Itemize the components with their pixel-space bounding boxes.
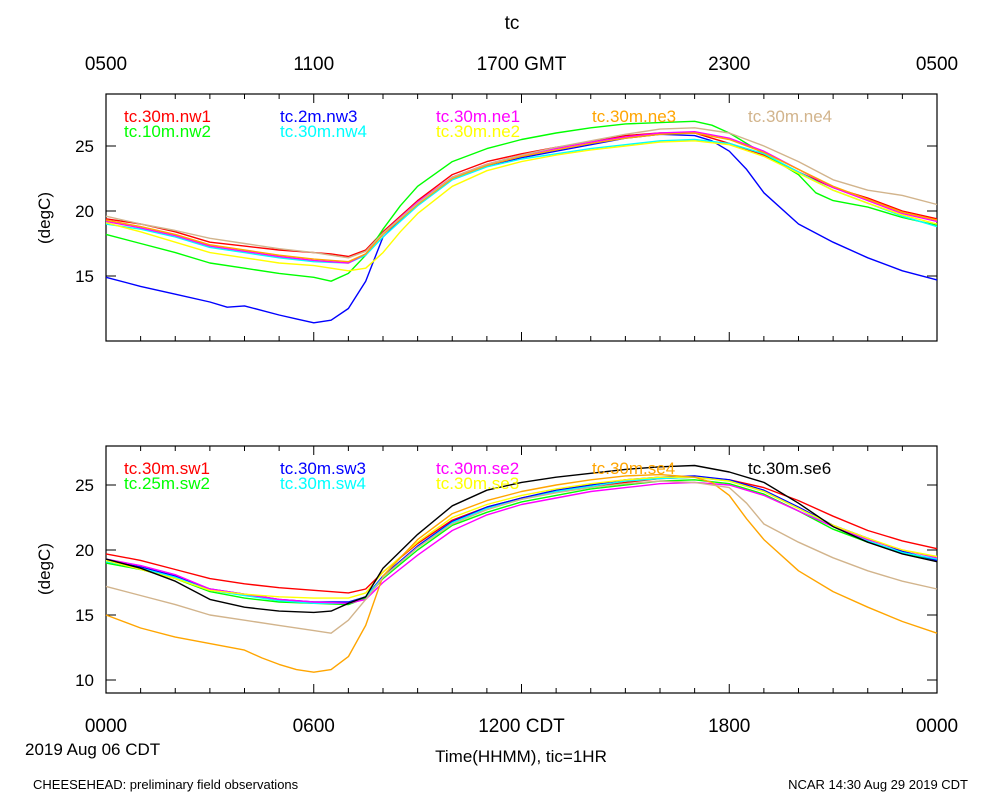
figure-title: tc [505,13,520,34]
series-line-tc-30m-ne2 [105,140,938,272]
series-line-tc-30m-se3 [105,476,938,599]
top-axis-tick-label: 2300 [708,54,750,75]
legend-entry-tc-30m-nw1: tc.30m.nw1 [124,107,211,126]
series-line-tc-30m-se6 [105,464,938,614]
footer-left: CHEESEHEAD: preliminary field observatio… [33,777,299,792]
legend-entry-tc-30m-se4: tc.30m.se4 [592,459,675,478]
legend-entry-tc-30m-se2: tc.30m.se2 [436,459,519,478]
series-line-tc-2m-nw3 [105,133,938,324]
bottom-axis-tick-label: 0000 [916,716,958,737]
series-line-tc-30m-ne3 [105,132,938,263]
legend-entry-tc-30m-sw4: tc.30m.sw4 [280,474,366,493]
series-line-tc-30m-ne4 [105,127,938,259]
bottom-panel-series [105,464,938,673]
bottom-axis-tick-label: 1200 CDT [478,716,565,737]
legend-entry-tc-30m-sw3: tc.30m.sw3 [280,459,366,478]
legend-entry-tc-30m-se6: tc.30m.se6 [748,459,831,478]
bottom-y-tick-label: 10 [75,671,94,690]
legend-entry-tc-30m-ne3: tc.30m.ne3 [592,107,676,126]
bottom-axis-tick-label: 1800 [708,716,750,737]
series-line-tc-30m-ne1 [105,130,938,264]
legend-entry-tc-2m-nw3: tc.2m.nw3 [280,107,357,126]
top-y-tick-label: 15 [75,267,94,286]
bottom-panel-axes: 10 15 20 25 0000 0600 1200 CDT 1800 0000 [75,446,958,737]
series-line-tc-10m-nw2 [105,120,938,282]
series-line-tc-30m-sw1 [105,476,938,594]
legend-entry-tc-30m-ne1: tc.30m.ne1 [436,107,520,126]
legend-entry-tc-30m-sw1: tc.30m.sw1 [124,459,210,478]
top-panel-frame [105,93,938,342]
legend-entry-tc-30m-ne4: tc.30m.ne4 [748,107,832,126]
series-line-tc-30m-nw4 [105,138,938,264]
series-line-tc-30m-nw1 [105,132,938,258]
bottom-panel-ylabel: (degC) [35,543,54,595]
top-axis-tick-label: 0500 [85,54,127,75]
top-axis-tick-label: 1100 [293,54,334,75]
top-panel-axes: 15 20 25 0500 1100 1700 GMT 2300 0500 [75,54,958,341]
x-axis-label: Time(HHMM), tic=1HR [435,747,607,766]
top-panel: (degC) 15 20 25 0500 1100 1700 GMT 2300 0500 tc… [35,54,958,342]
top-axis-tick-label: 0500 [916,54,958,75]
bottom-y-tick-label: 25 [75,476,94,495]
bottom-y-tick-label: 15 [75,606,94,625]
bottom-y-tick-label: 20 [75,541,94,560]
top-axis-tick-label: 1700 GMT [477,54,567,75]
legend-entry-tc-10m-nw2: tc.10m.nw2 [124,122,211,141]
bottom-axis-tick-label: 0000 [85,716,127,737]
legend-entry-tc-30m-nw4: tc.30m.nw4 [280,122,367,141]
footer-right: NCAR 14:30 Aug 29 2019 CDT [788,777,968,792]
legend-entry-tc-30m-ne2: tc.30m.ne2 [436,122,520,141]
top-y-tick-label: 20 [75,202,94,221]
bottom-axis-tick-label: 0600 [293,716,335,737]
series-line-tc-30m-se5 [105,480,938,634]
series-line-tc-30m-se2 [105,481,938,604]
date-label: 2019 Aug 06 CDT [25,740,160,759]
series-line-tc-30m-se4 [105,473,938,673]
top-panel-ylabel: (degC) [35,192,54,244]
legend-entry-tc-30m-se3: tc.30m.se3 [436,474,519,493]
top-panel-series [105,120,938,324]
top-y-tick-label: 25 [75,137,94,156]
legend-entry-tc-25m-sw2: tc.25m.sw2 [124,474,210,493]
